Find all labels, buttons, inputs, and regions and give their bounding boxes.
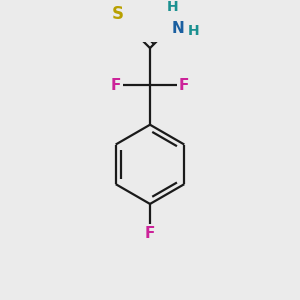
Text: S: S <box>112 5 124 23</box>
Text: F: F <box>145 226 155 242</box>
Text: N: N <box>171 21 184 36</box>
Text: F: F <box>111 78 121 93</box>
Text: H: H <box>167 0 179 14</box>
Text: F: F <box>179 78 189 93</box>
Text: H: H <box>187 24 199 38</box>
